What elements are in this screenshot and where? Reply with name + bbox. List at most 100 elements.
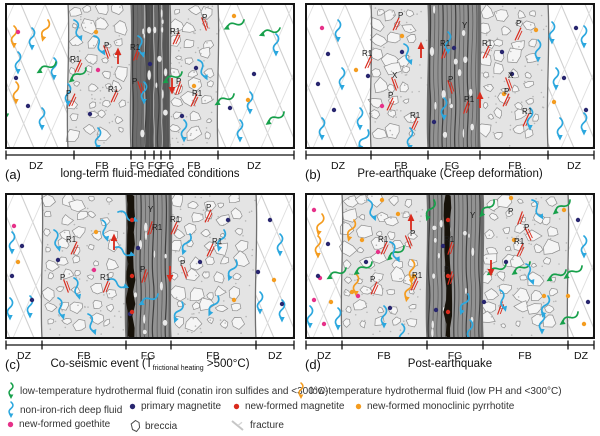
zone-label: FB — [187, 160, 200, 172]
cyan-fluid-arrow-icon — [93, 35, 106, 56]
cyan-fluid-arrow-icon — [236, 119, 244, 143]
green-fluid-arrow-icon — [214, 93, 235, 106]
navy-mineral-dot — [325, 51, 331, 57]
navy-mineral-dot — [13, 75, 19, 81]
orange-mineral-dot — [15, 259, 21, 265]
navy-mineral-dot — [19, 243, 25, 249]
cyan-fluid-arrow-icon — [227, 259, 238, 282]
zone-label: DZ — [574, 350, 589, 362]
green-fluid-arrow-icon — [223, 19, 245, 30]
cyan-fluid-arrow-icon — [278, 299, 286, 323]
navy-mineral-dot — [573, 25, 579, 31]
zone-label: DZ — [247, 160, 262, 172]
orange-mineral-dot — [508, 195, 514, 201]
cyan-fluid-arrow-icon — [580, 25, 588, 49]
cyan-fluid-arrow-icon — [101, 219, 110, 242]
red-mineral-dot — [445, 309, 451, 315]
fracture-set-label: R1 — [70, 55, 81, 64]
zone-label: FB — [518, 350, 531, 362]
navy-mineral-dot — [585, 299, 591, 305]
orange-fluid-arrow-icon — [352, 273, 360, 297]
orange-mineral-dot — [359, 237, 365, 243]
navy-mineral-dot — [279, 301, 285, 307]
navy-mineral-dot — [363, 259, 369, 265]
cyan-fluid-arrow-icon — [389, 241, 400, 263]
navy-mineral-dot — [179, 113, 185, 119]
cyan-fluid-arrow-icon — [208, 295, 220, 317]
cyan-fluid-arrow-icon — [440, 97, 448, 121]
red-dot-icon — [233, 403, 240, 410]
panel-markers: R1 P P R1 R1 Y P P R1 P — [307, 195, 591, 337]
cyan-fluid-arrow-icon — [107, 278, 130, 289]
fracture-set-label: P — [388, 91, 393, 100]
cyan-fluid-arrow-icon — [87, 313, 97, 336]
orange-mineral-dot — [231, 13, 237, 19]
orange-mineral-dot — [511, 237, 517, 243]
green-fluid-arrow-icon — [36, 61, 57, 74]
orange-mineral-dot — [541, 293, 547, 299]
orange-mineral-dot — [551, 99, 557, 105]
fracture-icon — [231, 420, 244, 431]
cyan-fluid-arrow-icon — [113, 246, 136, 257]
green-fluid-arrow-icon — [552, 199, 571, 215]
cyan-fluid-arrow-icon — [138, 293, 159, 306]
magenta-mineral-dot — [375, 249, 381, 255]
cyan-fluid-arrow-icon — [367, 199, 377, 222]
orange-fluid-arrow-icon — [40, 19, 51, 42]
navy-mineral-dot — [315, 81, 321, 87]
panel-c-canvas: R1 P R1 Y R1 P R1 P R1 P DZ FB FG FB DZ — [5, 193, 295, 362]
navy-mineral-dot — [267, 217, 273, 223]
orange-fluid-arrow-icon — [10, 25, 18, 49]
panel-d-letter: (d) — [305, 357, 321, 372]
magenta-mineral-dot — [319, 25, 325, 31]
cyan-fluid-arrow-icon — [73, 19, 83, 42]
cyan-fluid-arrow-icon — [444, 31, 452, 55]
fracture-set-label: P — [176, 77, 181, 86]
panel-b-caption-row: (b) Pre-earthquake (Creep deformation) — [300, 167, 600, 182]
navy-mineral-dot — [365, 73, 371, 79]
legend-item-r3c2: breccia — [130, 419, 177, 433]
fracture-set-label: P — [524, 223, 529, 232]
navy-mineral-dot — [255, 269, 261, 275]
cyan-fluid-arrow-icon — [38, 107, 46, 131]
legend-item-r3c1: new-formed goethite — [6, 419, 110, 430]
navy-mineral-dot — [583, 107, 589, 113]
cyan-fluid-arrow-icon — [8, 401, 14, 418]
panel-b-caption: Pre-earthquake (Creep deformation) — [357, 168, 543, 180]
red-mineral-dot — [445, 217, 451, 223]
panel-b-letter: (b) — [305, 167, 321, 182]
navy-mineral-dot — [331, 107, 337, 113]
navy-mineral-dot — [387, 305, 393, 311]
navy-mineral-dot — [135, 245, 141, 251]
cyan-fluid-arrow-icon — [181, 233, 192, 256]
legend-label: primary magnetite — [141, 401, 222, 412]
fracture-set-label: R1 — [410, 111, 421, 120]
cyan-fluid-arrow-icon — [197, 59, 208, 81]
cyan-fluid-arrow-icon — [459, 293, 470, 316]
navy-mineral-dot — [503, 259, 509, 265]
cyan-fluid-arrow-icon — [57, 297, 66, 320]
fracture-set-label: R1 — [482, 39, 493, 48]
zone-label: FG — [445, 160, 460, 172]
magenta-mineral-dot — [311, 297, 317, 303]
cyan-fluid-arrow-icon — [180, 119, 188, 143]
cyan-fluid-arrow-icon — [526, 107, 534, 131]
fracture-set-label: P — [60, 273, 65, 282]
fracture-set-label: P — [398, 11, 403, 20]
green-fluid-arrow-icon — [326, 267, 347, 280]
navy-mineral-dot — [433, 307, 439, 313]
orange-mineral-dot — [581, 321, 587, 327]
panel-markers: R1 P P R1 R1 P R1 P P R1 — [7, 13, 285, 147]
cyan-fluid-arrow-icon — [318, 117, 326, 141]
scale-bar: DZ FB FG FB DZ — [5, 340, 295, 362]
orange-mineral-dot — [191, 83, 197, 89]
cyan-fluid-arrow-icon — [525, 263, 535, 286]
navy-mineral-dot — [147, 61, 153, 67]
fracture-set-label: R1 — [378, 235, 389, 244]
green-fluid-arrow-icon — [546, 269, 567, 282]
zone-label: FB — [206, 350, 219, 362]
cyan-fluid-arrow-icon — [173, 301, 184, 324]
zone-label: DZ — [17, 350, 32, 362]
orange-dot-icon — [355, 403, 362, 410]
